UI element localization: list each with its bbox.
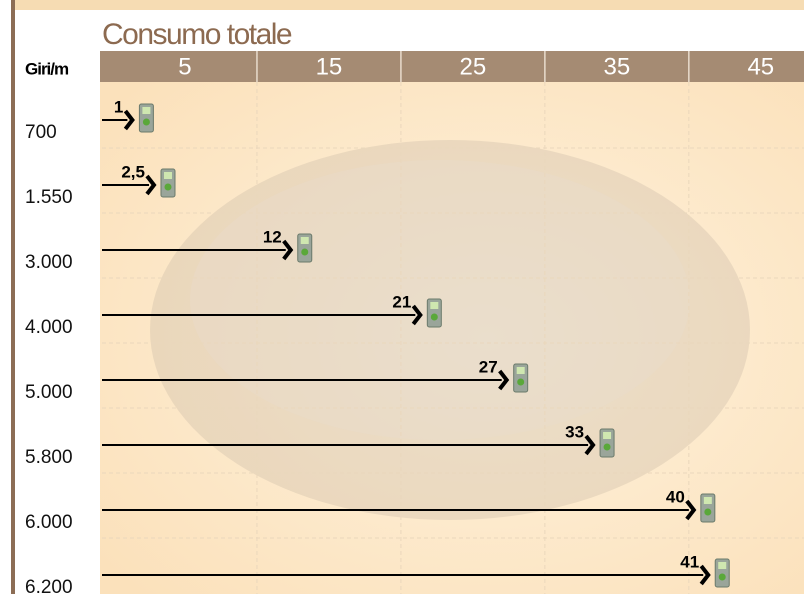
top-strip <box>14 0 804 10</box>
value-label: 2,5 <box>121 162 145 181</box>
y-tick-label: 6.200 <box>25 577 73 594</box>
x-axis-header <box>100 51 804 82</box>
fuel-pump-icon <box>514 364 528 392</box>
pump-screen <box>718 562 726 569</box>
chart-title: Consumo totale <box>102 18 292 51</box>
y-tick-label: 4.000 <box>25 317 73 338</box>
pump-screen <box>430 302 438 309</box>
fuel-pump-icon <box>161 169 175 197</box>
x-tick-label: 25 <box>460 53 487 80</box>
x-tick-label: 45 <box>747 53 774 80</box>
fuel-pump-icon <box>427 299 441 327</box>
fuel-pump-icon <box>298 234 312 262</box>
y-tick-label: 1.550 <box>25 187 73 208</box>
value-label: 40 <box>666 487 685 506</box>
x-tick-label: 5 <box>178 53 191 80</box>
pump-logo <box>704 509 711 516</box>
value-label: 12 <box>263 227 282 246</box>
y-tick-label: 5.800 <box>25 447 73 468</box>
fuel-pump-icon <box>139 104 153 132</box>
pump-logo <box>517 379 524 386</box>
fuel-pump-icon <box>600 429 614 457</box>
value-label: 33 <box>565 422 584 441</box>
pump-logo <box>431 314 438 321</box>
pump-logo <box>301 249 308 256</box>
y-tick-label: 700 <box>25 122 57 143</box>
fuel-pump-icon <box>701 494 715 522</box>
x-tick-label: 35 <box>604 53 631 80</box>
pump-logo <box>164 184 171 191</box>
page: Consumo totale Giri/m 5 15 25 35 45 700 1 1.550… <box>0 0 804 594</box>
pump-screen <box>301 237 309 244</box>
y-tick-label: 5.000 <box>25 382 73 403</box>
fuel-pump-icon <box>715 559 729 587</box>
value-label: 1 <box>114 97 123 116</box>
pump-screen <box>517 367 525 374</box>
pump-screen <box>704 497 712 504</box>
pump-screen <box>603 432 611 439</box>
pump-logo <box>719 574 726 581</box>
pump-logo <box>143 119 150 126</box>
pump-screen <box>164 172 172 179</box>
y-axis-label: Giri/m <box>25 59 69 78</box>
pump-logo <box>604 444 611 451</box>
left-border <box>11 0 15 594</box>
pump-screen <box>142 107 150 114</box>
value-label: 21 <box>392 292 411 311</box>
y-tick-label: 6.000 <box>25 512 73 533</box>
value-label: 41 <box>680 552 699 571</box>
value-label: 27 <box>479 357 498 376</box>
chart: Consumo totale Giri/m 5 15 25 35 45 700 1 1.550… <box>0 0 804 594</box>
x-tick-label: 15 <box>316 53 343 80</box>
y-tick-label: 3.000 <box>25 252 73 273</box>
